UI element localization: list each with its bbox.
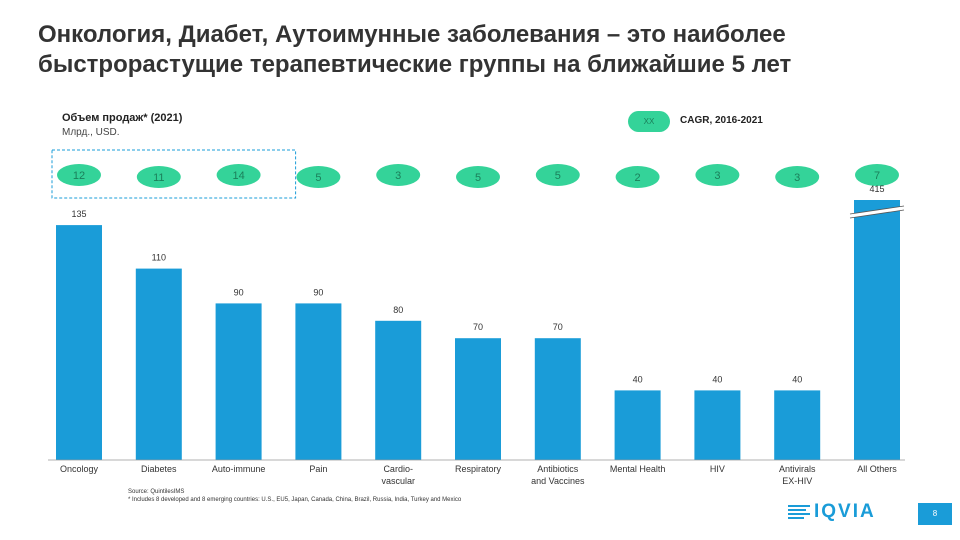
iqvia-logo: IQVIA <box>788 501 876 522</box>
footnote: Source: QuintilesIMS * Includes 8 develo… <box>128 488 461 504</box>
cagr-bubble <box>296 166 341 188</box>
title-line-1: Онкология, Диабет, Аутоимунные заболеван… <box>38 21 786 48</box>
category-label: EX-HIV <box>782 476 812 486</box>
logo-stripes-icon <box>788 505 810 519</box>
footnote-note: * Includes 8 developed and 8 emerging co… <box>128 497 462 503</box>
category-label: Oncology <box>60 464 99 474</box>
bar-value-label: 415 <box>869 184 884 194</box>
cagr-value: 14 <box>232 170 244 182</box>
cagr-bubble <box>775 166 820 188</box>
bar <box>295 303 342 460</box>
axis-break-mark <box>850 206 904 218</box>
bars: 135 Oncology 110 Diabetes 90 Auto-immune 90 Pai… <box>56 184 905 486</box>
category-label: vascular <box>381 476 415 486</box>
bar <box>56 225 102 460</box>
category-label: All Others <box>857 464 897 474</box>
cagr-value: 3 <box>714 170 720 182</box>
category-label: HIV <box>710 464 725 474</box>
cagr-value: 12 <box>73 170 85 182</box>
cagr-value: 11 <box>153 172 164 184</box>
category-label: Antibiotics <box>537 464 579 474</box>
cagr-legend-symbol: XX <box>643 117 655 126</box>
cagr-value: 5 <box>555 170 561 182</box>
cagr-value: 5 <box>315 172 321 184</box>
cagr-bubble <box>615 166 660 188</box>
bar <box>534 338 581 460</box>
cagr-bubbles: 12 11 14 5 3 5 5 2 3 3 7 <box>57 164 899 188</box>
cagr-bubble <box>456 166 500 188</box>
bar-value-label: 40 <box>792 374 802 384</box>
page-title: Онкология, Диабет, Аутоимунные заболеван… <box>38 20 928 80</box>
category-label: Antivirals <box>779 464 816 474</box>
cagr-bubble <box>376 164 421 186</box>
cagr-bubble <box>695 164 740 186</box>
bar-value-label: 90 <box>234 287 244 297</box>
cagr-legend-label: CAGR, 2016-2021 <box>680 115 763 126</box>
highlight-frame <box>51 149 297 199</box>
sales-label: Объем продаж* (2021) <box>62 112 183 124</box>
page-number-box: 8 <box>918 503 952 525</box>
cagr-bubble <box>216 164 261 186</box>
cagr-legend-bubble: XX <box>628 111 670 132</box>
bar-value-label: 70 <box>473 322 483 332</box>
axis-break-line <box>849 205 905 215</box>
cagr-value: 3 <box>395 170 401 182</box>
category-label: Respiratory <box>455 464 502 474</box>
cagr-value: 7 <box>874 170 880 182</box>
bar <box>774 390 821 460</box>
bar <box>694 390 741 460</box>
logo-text: IQVIA <box>814 501 876 522</box>
bar-value-label: 135 <box>71 209 86 219</box>
cagr-value: 3 <box>794 172 800 184</box>
bar-value-label: 70 <box>553 322 563 332</box>
bar-value-label: 40 <box>633 374 643 384</box>
footnote-source: Source: QuintilesIMS <box>128 489 185 495</box>
bar-value-label: 110 <box>152 253 166 263</box>
category-label: Pain <box>309 464 327 474</box>
cagr-bubble <box>57 164 101 186</box>
bar-value-label: 40 <box>712 374 722 384</box>
bar <box>375 320 422 460</box>
title-line-2: быстрорастущие терапевтические группы на… <box>38 51 792 78</box>
cagr-bubble <box>136 166 181 188</box>
bar <box>455 338 501 460</box>
axis-break-line <box>849 209 905 219</box>
cagr-bubble <box>535 164 580 186</box>
category-label: Mental Health <box>610 464 666 474</box>
bar <box>614 390 661 460</box>
category-label: Diabetes <box>141 464 177 474</box>
bar <box>135 268 182 460</box>
cagr-value: 2 <box>635 172 641 184</box>
page-number: 8 <box>932 509 938 518</box>
bar <box>854 200 900 460</box>
bar-value-label: 80 <box>393 305 403 315</box>
unit-label: Млрд., USD. <box>62 127 120 138</box>
cagr-value: 5 <box>475 172 481 184</box>
bar <box>215 303 262 460</box>
cagr-bubble <box>855 164 899 186</box>
category-label: and Vaccines <box>531 476 585 486</box>
category-label: Cardio- <box>383 464 413 474</box>
bar-value-label: 90 <box>313 287 323 297</box>
category-label: Auto-immune <box>212 464 266 474</box>
